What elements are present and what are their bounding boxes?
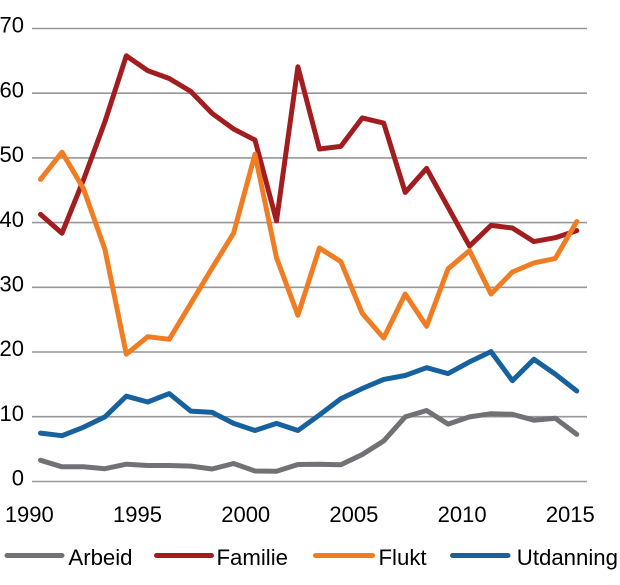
svg-text:1995: 1995 <box>113 502 162 527</box>
svg-text:60: 60 <box>0 77 24 102</box>
svg-text:50: 50 <box>0 142 24 167</box>
svg-text:Utdanning: Utdanning <box>517 545 618 570</box>
svg-text:2000: 2000 <box>221 502 270 527</box>
svg-text:70: 70 <box>0 13 24 38</box>
svg-text:Arbeid: Arbeid <box>68 545 132 570</box>
svg-text:2010: 2010 <box>438 502 487 527</box>
svg-text:40: 40 <box>0 207 24 232</box>
svg-text:10: 10 <box>0 401 24 426</box>
svg-text:Familie: Familie <box>217 545 289 570</box>
svg-text:2015: 2015 <box>546 502 595 527</box>
svg-text:30: 30 <box>0 272 24 297</box>
svg-text:1990: 1990 <box>5 502 54 527</box>
svg-text:20: 20 <box>0 336 24 361</box>
svg-text:0: 0 <box>12 466 24 491</box>
svg-text:Flukt: Flukt <box>379 545 427 570</box>
svg-text:2005: 2005 <box>329 502 378 527</box>
